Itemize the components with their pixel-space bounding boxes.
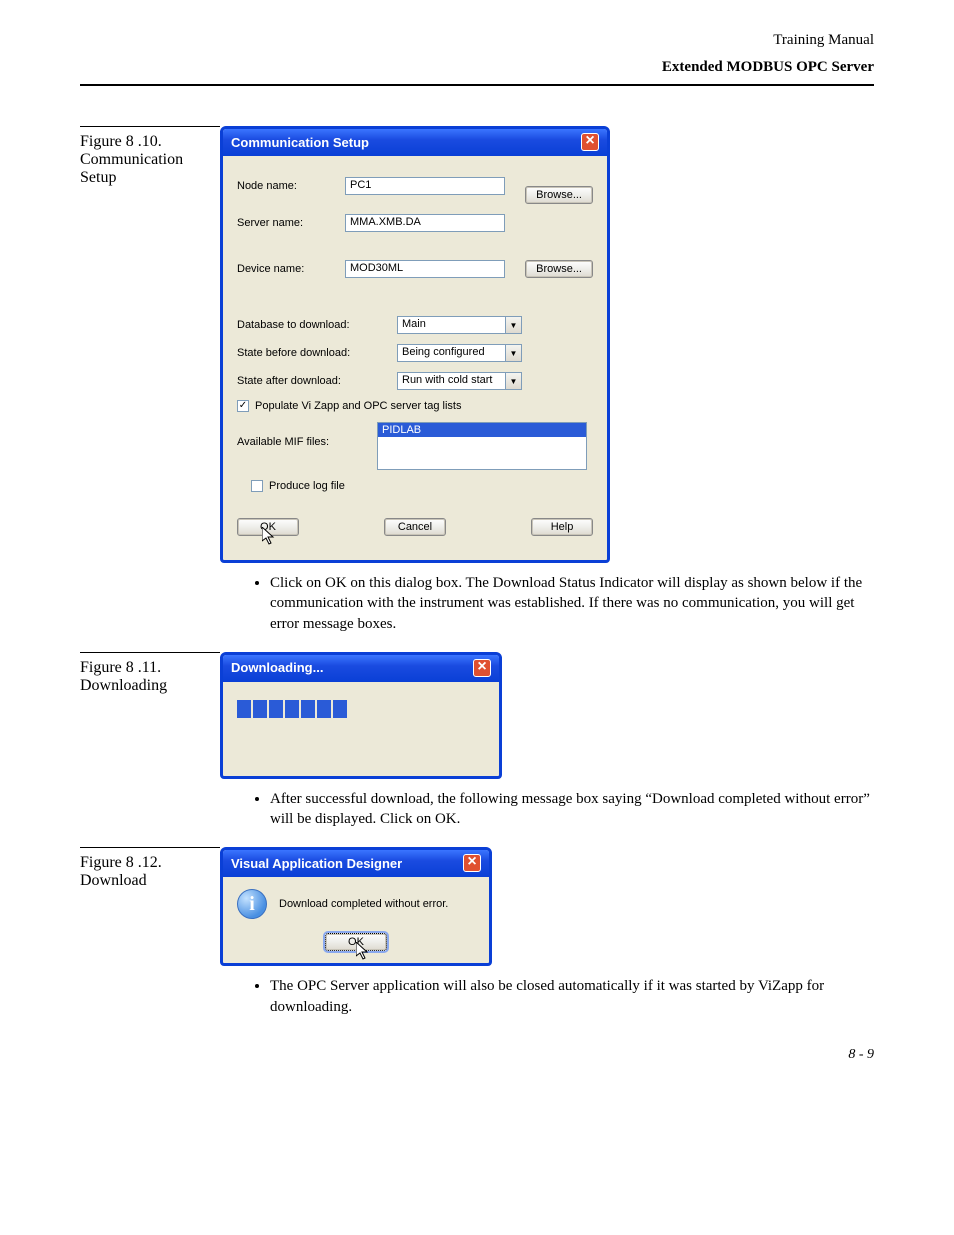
figure-subtitle: Download (80, 872, 147, 889)
progress-segment (237, 700, 251, 718)
label-state-after: State after download: (237, 375, 397, 387)
downloading-dialog: Downloading... (220, 652, 502, 779)
chevron-down-icon: ▼ (505, 317, 521, 333)
cursor-icon (262, 527, 278, 547)
figure-caption-8-10: Figure 8 .10. Communication Setup (80, 126, 220, 187)
info-icon: i (237, 889, 267, 919)
cursor-icon (356, 942, 372, 962)
progress-segment (269, 700, 283, 718)
figure-title: Figure 8 .10. (80, 133, 162, 150)
state-after-value: Run with cold start (398, 373, 496, 389)
progress-segment (253, 700, 267, 718)
server-name-input[interactable]: MMA.XMB.DA (345, 214, 505, 232)
header-line2: Extended MODBUS OPC Server (80, 59, 874, 76)
progress-bar (223, 682, 499, 748)
bullet-3: The OPC Server application will also be … (270, 976, 874, 1017)
db-select[interactable]: Main ▼ (397, 316, 522, 334)
header-rule (80, 84, 874, 86)
chevron-down-icon: ▼ (505, 373, 521, 389)
mif-listbox[interactable]: PIDLAB (377, 422, 587, 470)
mif-item-selected[interactable]: PIDLAB (378, 423, 586, 437)
state-before-value: Being configured (398, 345, 489, 361)
figure-subtitle-2: Setup (80, 169, 116, 186)
paragraph-1: Click on OK on this dialog box. The Down… (80, 573, 874, 634)
label-mif: Available MIF files: (237, 422, 377, 448)
page-header: Training Manual Extended MODBUS OPC Serv… (80, 32, 874, 76)
logfile-checkbox[interactable] (251, 480, 263, 492)
populate-checkbox[interactable]: ✓ (237, 400, 249, 412)
label-populate: Populate Vi Zapp and OPC server tag list… (255, 400, 461, 412)
caption-rule (80, 847, 220, 848)
ok-button[interactable]: OK (237, 518, 299, 536)
bullet-1: Click on OK on this dialog box. The Down… (270, 573, 874, 634)
dialog-titlebar[interactable]: Downloading... (223, 655, 499, 682)
cancel-button[interactable]: Cancel (384, 518, 446, 536)
dialog-titlebar[interactable]: Communication Setup (223, 129, 607, 156)
paragraph-2: After successful download, the following… (80, 789, 874, 830)
dialog-title: Visual Application Designer (231, 856, 402, 871)
ok-button[interactable]: OK (325, 933, 387, 951)
label-device: Device name: (237, 263, 345, 275)
caption-rule (80, 652, 220, 653)
node-name-input[interactable]: PC1 (345, 177, 505, 195)
browse-node-button[interactable]: Browse... (525, 186, 593, 204)
figure-title: Figure 8 .12. (80, 854, 162, 871)
comm-setup-dialog: Communication Setup Node name: PC1 Brows… (220, 126, 610, 563)
header-line1: Training Manual (80, 32, 874, 49)
figure-subtitle-1: Communication (80, 151, 183, 168)
state-before-select[interactable]: Being configured ▼ (397, 344, 522, 362)
label-node: Node name: (237, 180, 345, 192)
chevron-down-icon: ▼ (505, 345, 521, 361)
progress-segment (317, 700, 331, 718)
caption-rule (80, 126, 220, 127)
dialog-titlebar[interactable]: Visual Application Designer (223, 850, 489, 877)
close-icon[interactable] (473, 659, 491, 677)
label-server: Server name: (237, 217, 345, 229)
page-number: 8 - 9 (80, 1047, 874, 1063)
help-button[interactable]: Help (531, 518, 593, 536)
state-after-select[interactable]: Run with cold start ▼ (397, 372, 522, 390)
bullet-2: After successful download, the following… (270, 789, 874, 830)
browse-device-button[interactable]: Browse... (525, 260, 593, 278)
download-complete-dialog: Visual Application Designer i Download c… (220, 847, 492, 966)
dialog-title: Communication Setup (231, 135, 369, 150)
close-icon[interactable] (463, 854, 481, 872)
db-select-value: Main (398, 317, 430, 333)
progress-segment (285, 700, 299, 718)
paragraph-3: The OPC Server application will also be … (80, 976, 874, 1017)
close-icon[interactable] (581, 133, 599, 151)
dialog-title: Downloading... (231, 660, 323, 675)
figure-subtitle: Downloading (80, 677, 167, 694)
figure-caption-8-11: Figure 8 .11. Downloading (80, 652, 220, 695)
figure-caption-8-12: Figure 8 .12. Download (80, 847, 220, 890)
label-db: Database to download: (237, 319, 397, 331)
label-state-before: State before download: (237, 347, 397, 359)
device-name-input[interactable]: MOD30ML (345, 260, 505, 278)
progress-segment (301, 700, 315, 718)
message-text: Download completed without error. (279, 898, 448, 910)
label-logfile: Produce log file (269, 480, 345, 492)
figure-title: Figure 8 .11. (80, 659, 161, 676)
progress-segment (333, 700, 347, 718)
